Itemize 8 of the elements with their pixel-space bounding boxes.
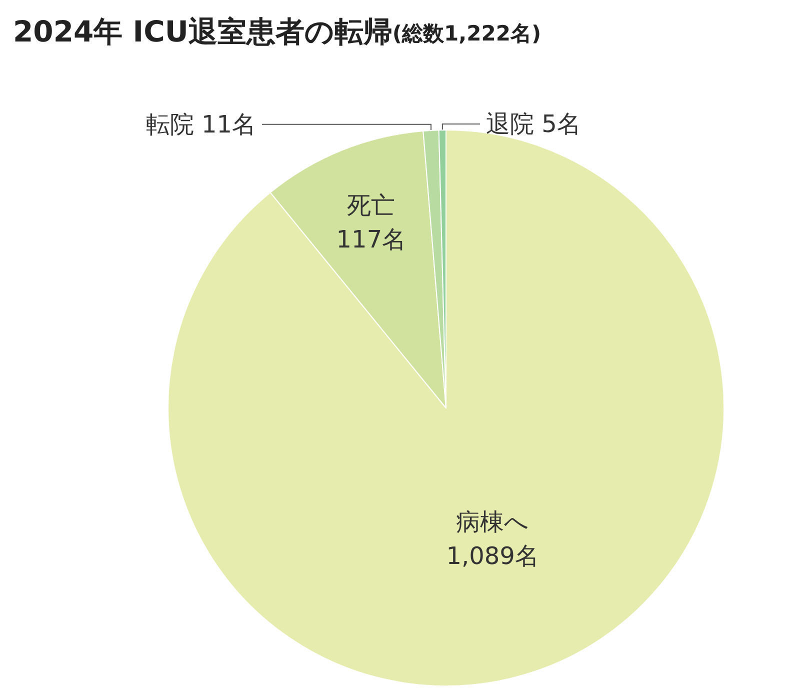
data-label: 117名 bbox=[336, 225, 406, 254]
slice-label: 退院 5名 bbox=[486, 110, 581, 138]
slice-label: 転院 11名 bbox=[146, 110, 256, 138]
slice-label: 死亡 bbox=[347, 191, 396, 220]
data-label: 1,089名 bbox=[446, 542, 539, 570]
slice-label: 病棟へ bbox=[456, 508, 530, 536]
chart-subtitle: (総数1,222名) bbox=[392, 22, 542, 46]
chart-title: 2024年 ICU退室患者の転帰 bbox=[13, 14, 392, 48]
